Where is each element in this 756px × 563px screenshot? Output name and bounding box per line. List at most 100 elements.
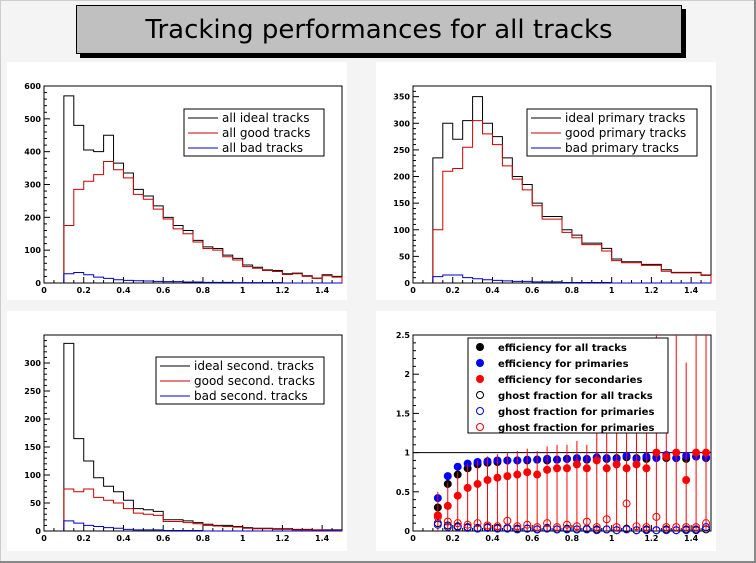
data-point (702, 519, 711, 528)
data-point (473, 479, 482, 488)
data-point (533, 470, 542, 479)
legend-label: ideal second. tracks (194, 359, 314, 373)
data-point (443, 523, 452, 532)
data-point (503, 516, 512, 525)
histogram-series-2 (63, 161, 343, 283)
x-tick-label: 0.4 (116, 534, 131, 543)
x-tick-label: 0.2 (446, 286, 460, 295)
data-point (523, 468, 532, 477)
x-tick-label: 1 (240, 286, 246, 295)
data-point (453, 523, 462, 532)
data-point (642, 526, 651, 535)
y-tick-label: 300 (24, 181, 41, 190)
data-point (622, 525, 631, 534)
chart-4: 0 0.2 0.4 0.6 0.8 1 1.2 1.4 0 0.5 1 1.5 2 2.5 efficien… (396, 331, 712, 543)
x-tick-label: 1 (609, 286, 615, 295)
y-tick-label: 50 (399, 252, 411, 261)
y-tick-label: 200 (24, 213, 41, 222)
data-point (453, 462, 462, 471)
x-tick-label: 0.4 (116, 286, 131, 295)
legend-label: ghost fraction for all tracks (498, 391, 653, 402)
data-point (702, 448, 711, 457)
data-point (592, 456, 601, 465)
data-point (483, 523, 492, 532)
data-point (443, 517, 452, 526)
data-point (463, 523, 472, 532)
data-point (543, 524, 552, 533)
x-tick-label: 0.2 (446, 534, 460, 543)
x-tick-label: 0.6 (156, 534, 171, 543)
data-point (662, 526, 671, 535)
legend: efficiency for all tracks efficiency for … (467, 337, 669, 434)
x-tick-label: 1 (609, 534, 615, 543)
legend-label: ghost fraction for primaries (498, 407, 654, 418)
x-tick-label: 1.4 (315, 286, 330, 295)
y-tick-label: 400 (24, 148, 41, 157)
x-tick-label: 1 (240, 534, 246, 543)
y-tick-label: 500 (24, 115, 41, 124)
y-tick-label: 100 (24, 246, 41, 255)
data-point (612, 523, 621, 532)
x-tick-label: 1.4 (684, 534, 699, 543)
data-point (562, 464, 571, 473)
data-point (602, 525, 611, 534)
page-title: Tracking performances for all tracks (145, 15, 613, 45)
x-tick-label: 0.6 (525, 534, 540, 543)
legend-swatch (476, 343, 484, 351)
chart-3: 0 0.2 0.4 0.6 0.8 1 1.2 1.4 0 50 100 150 200 250 300 id… (24, 334, 343, 543)
legend-swatch (476, 375, 484, 383)
x-tick-label: 0.6 (156, 286, 171, 295)
data-point (632, 460, 641, 469)
legend-swatch (476, 423, 484, 431)
y-tick-label: 0 (404, 527, 410, 536)
y-tick-label: 2.5 (396, 331, 411, 340)
histogram-series-2 (432, 120, 712, 283)
y-tick-label: 0 (35, 527, 41, 536)
data-point (652, 512, 661, 521)
y-tick-label: 0 (35, 279, 41, 288)
data-point (443, 501, 452, 510)
data-point (433, 512, 442, 521)
x-tick-label: 0 (410, 286, 416, 295)
data-point (622, 464, 631, 473)
legend-label: good second. tracks (194, 374, 315, 388)
y-tick-label: 150 (24, 443, 41, 452)
data-point (463, 483, 472, 492)
data-point (553, 525, 562, 534)
legend-label: ghost fraction for primaries (498, 423, 654, 434)
y-tick-label: 300 (393, 119, 410, 128)
data-point (582, 517, 591, 526)
legend-label: efficiency for all tracks (498, 343, 627, 354)
y-tick-label: 350 (393, 93, 410, 102)
histogram-series-3 (432, 274, 711, 284)
legend-label: efficiency for primaries (498, 359, 629, 370)
data-point (443, 472, 452, 481)
scatter-series-5 (433, 520, 711, 535)
data-point (503, 472, 512, 481)
x-tick-label: 0.4 (485, 534, 500, 543)
y-tick-label: 2 (404, 370, 410, 379)
legend-box (467, 337, 669, 434)
data-point (602, 464, 611, 473)
data-point (602, 515, 611, 524)
y-tick-label: 1 (404, 449, 410, 458)
scatter-series-6 (433, 499, 711, 532)
x-tick-label: 0.2 (77, 286, 91, 295)
data-point (632, 522, 641, 531)
data-point (682, 526, 691, 535)
legend-label: ideal primary tracks (565, 111, 685, 125)
y-tick-label: 50 (30, 499, 42, 508)
y-tick-label: 100 (24, 471, 41, 480)
x-tick-label: 1.4 (315, 534, 330, 543)
y-tick-label: 250 (24, 387, 41, 396)
data-point (473, 524, 482, 533)
data-point (662, 523, 671, 532)
data-point (543, 519, 552, 528)
legend-swatch (476, 359, 484, 367)
x-tick-label: 1.2 (275, 534, 289, 543)
y-tick-label: 1.5 (396, 409, 411, 418)
data-point (453, 519, 462, 528)
data-point (692, 448, 701, 457)
y-tick-label: 0.5 (396, 488, 411, 497)
